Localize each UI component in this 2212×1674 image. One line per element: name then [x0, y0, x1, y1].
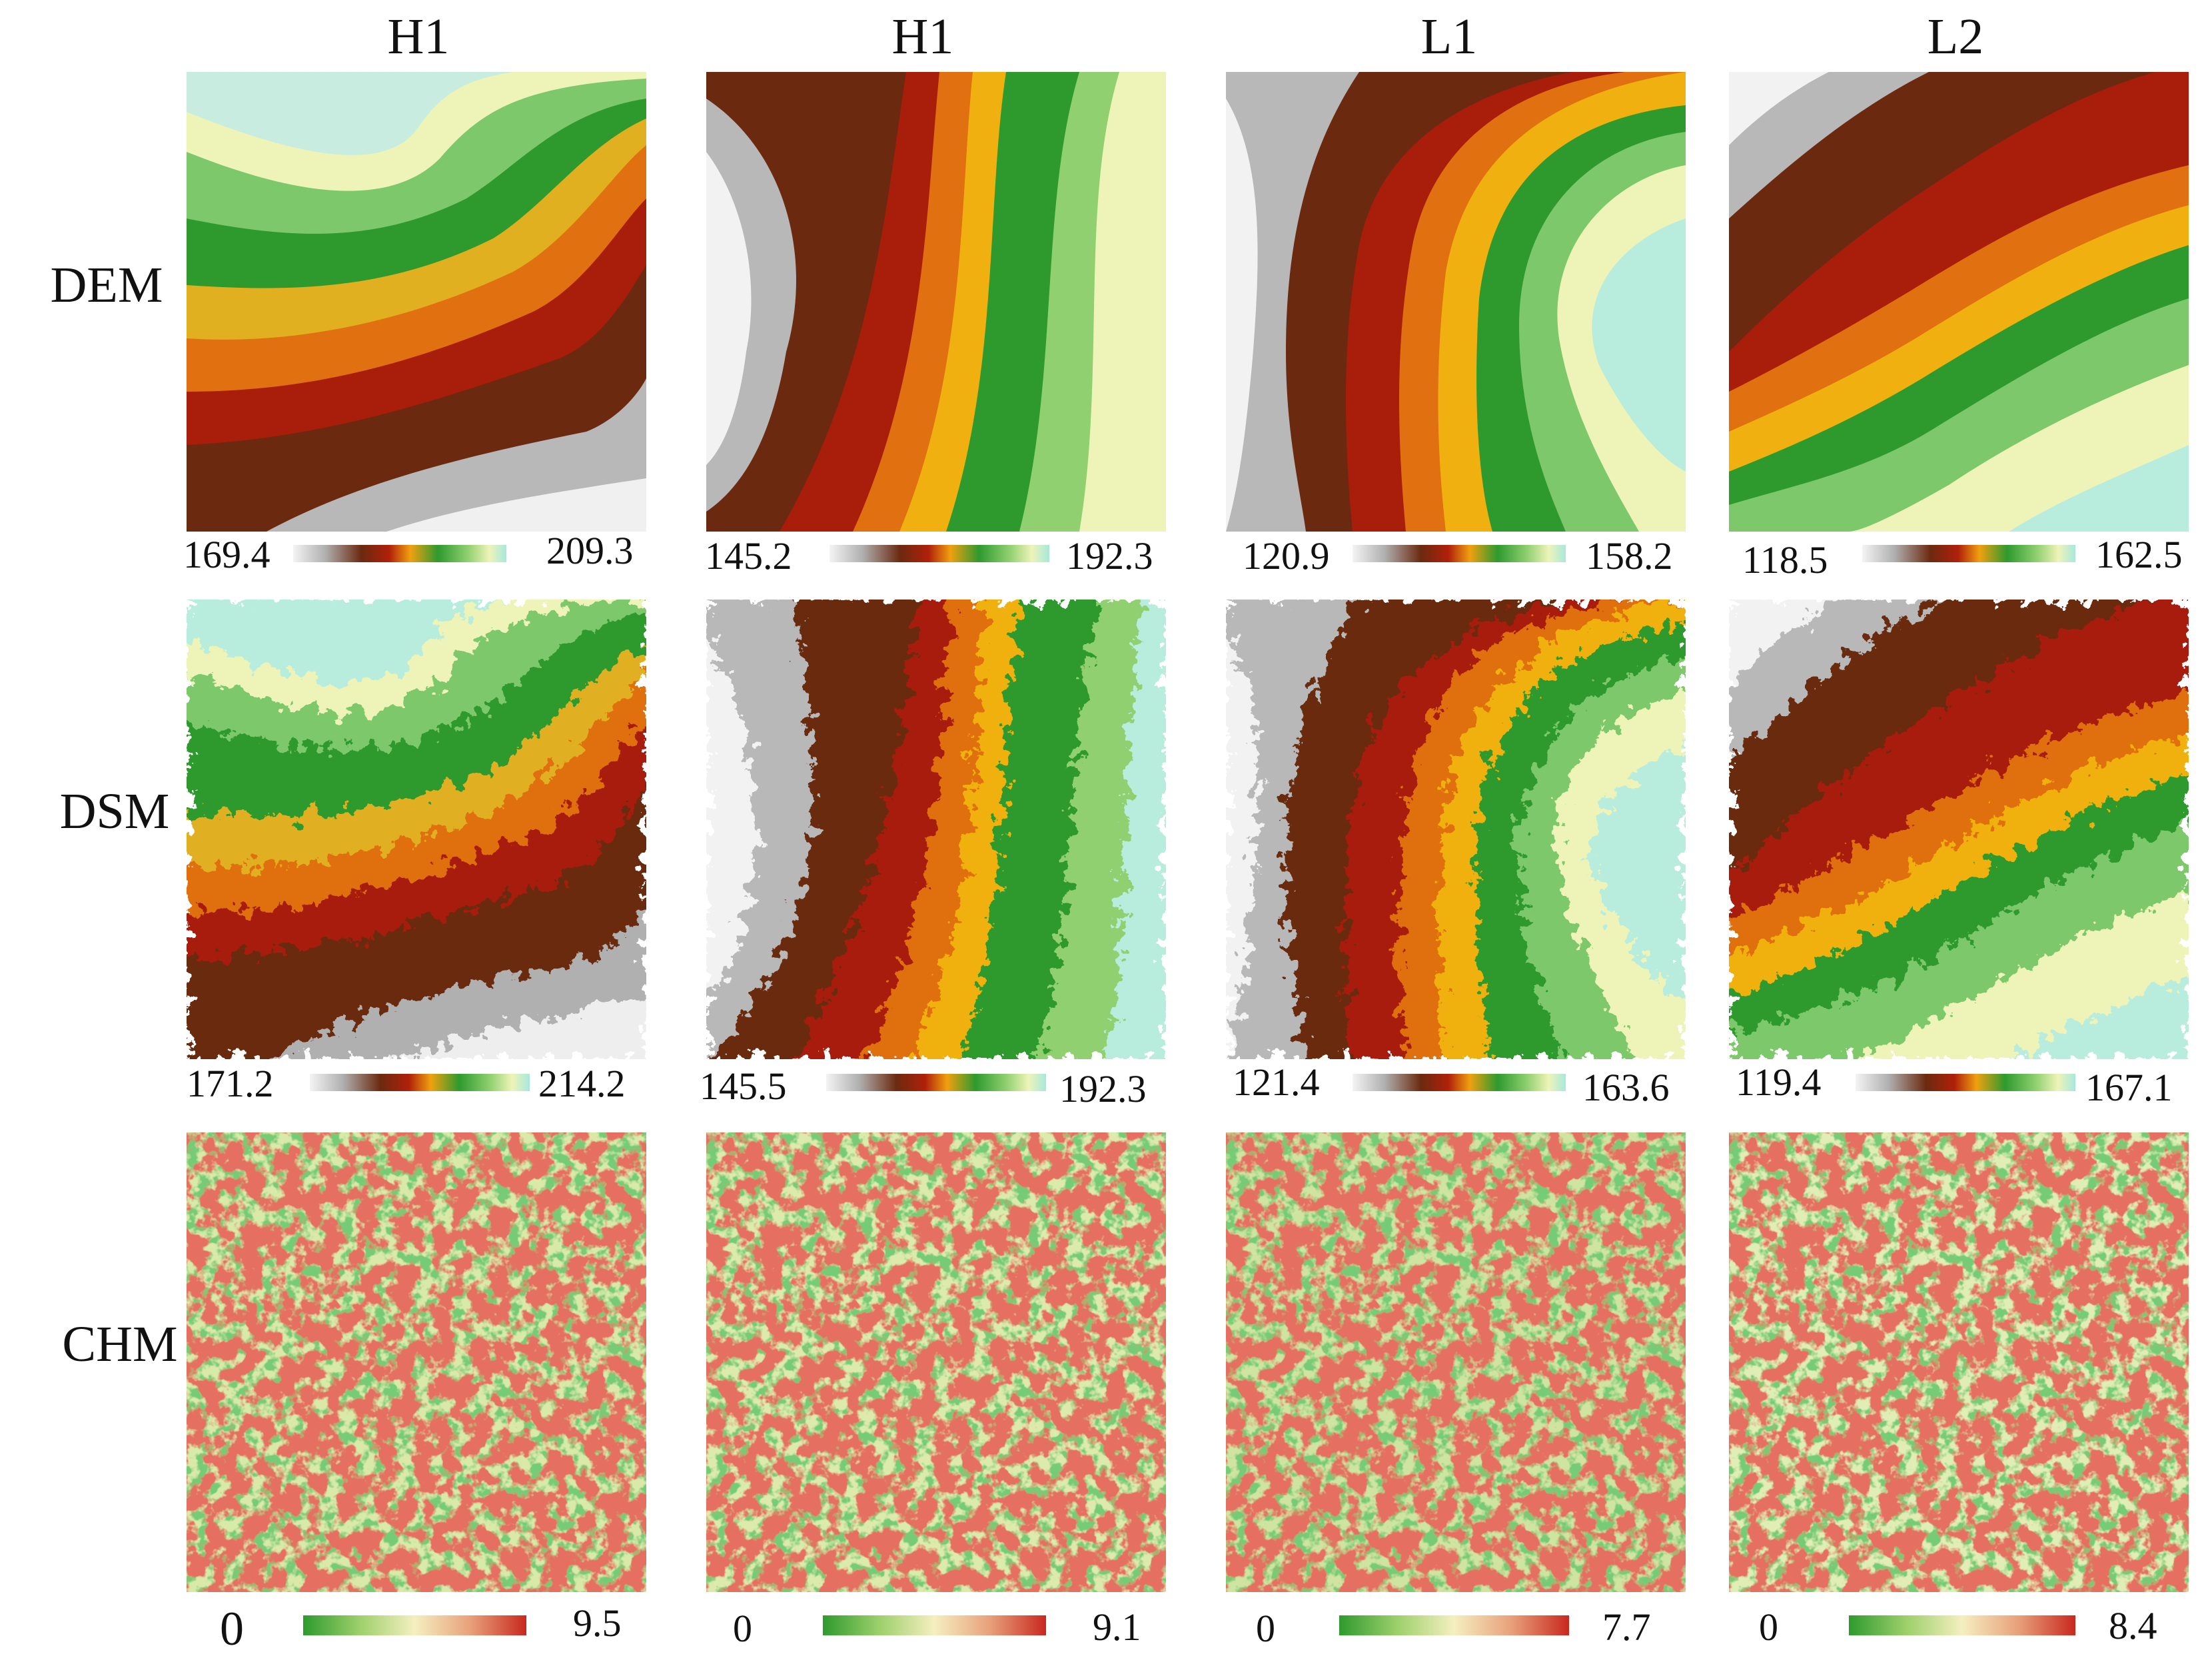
dsm-colorbar-2: [826, 1074, 1046, 1091]
chm-scale-min-3: 0: [1256, 1607, 1275, 1650]
row-label-dem: DEM: [50, 257, 163, 313]
dem-colorbar-2: [830, 545, 1049, 562]
column-header-1: H1: [387, 9, 450, 65]
dem-panel-4: [1729, 72, 2189, 532]
dem-panel-2: [706, 72, 1166, 532]
dem-scale-max-3: 158.2: [1586, 534, 1673, 578]
dem-panel-3: [1226, 72, 1686, 532]
chm-scale-max-4: 8.4: [2109, 1604, 2157, 1647]
dsm-scale-max-4: 167.1: [2085, 1066, 2173, 1109]
dem-colorbar-3: [1353, 545, 1566, 562]
dem-scale-min-4: 118.5: [1742, 538, 1828, 582]
dsm-panel-3: [1226, 600, 1686, 1059]
row-label-chm: CHM: [62, 1316, 178, 1372]
column-header-2: H1: [891, 9, 954, 65]
column-header-3: L1: [1420, 9, 1478, 65]
chm-colorbar-2: [823, 1615, 1046, 1635]
dem-scale-max-1: 209.3: [546, 529, 634, 572]
dsm-colorbar-4: [1856, 1074, 2075, 1091]
dem-scale-min-3: 120.9: [1243, 534, 1330, 578]
dem-scale-min-2: 145.2: [705, 534, 792, 578]
dsm-colorbar-1: [310, 1074, 530, 1091]
chm-scale-max-3: 7.7: [1602, 1605, 1651, 1649]
chm-panel-2: [706, 1132, 1166, 1592]
chm-colorbar-1: [303, 1615, 526, 1635]
chm-colorbar-4: [1849, 1615, 2075, 1635]
dsm-panel-2: [706, 600, 1166, 1059]
chm-panel-1: [187, 1132, 646, 1592]
dsm-panel-1: [187, 600, 646, 1059]
dsm-scale-max-1: 214.2: [538, 1062, 626, 1105]
dsm-scale-min-1: 171.2: [187, 1062, 274, 1105]
row-label-dsm: DSM: [59, 783, 170, 839]
chm-scale-min-1: 0: [220, 1602, 244, 1655]
dem-scale-min-1: 169.4: [183, 533, 271, 576]
dem-colorbar-4: [1862, 545, 2075, 562]
dsm-colorbar-3: [1353, 1074, 1566, 1091]
dsm-scale-min-3: 121.4: [1233, 1060, 1320, 1104]
dem-scale-max-2: 192.3: [1066, 534, 1153, 578]
chm-scale-min-2: 0: [733, 1607, 752, 1650]
dsm-scale-min-4: 119.4: [1736, 1060, 1822, 1104]
chm-colorbar-3: [1339, 1615, 1569, 1635]
chm-scale-max-2: 9.1: [1093, 1605, 1141, 1649]
dsm-scale-max-2: 192.3: [1059, 1067, 1147, 1110]
dem-panel-1: [187, 72, 646, 532]
chm-panel-3: [1226, 1132, 1686, 1592]
dem-colorbar-1: [293, 545, 506, 562]
chm-scale-max-1: 9.5: [573, 1601, 622, 1645]
dsm-panel-4: [1729, 600, 2189, 1059]
chm-scale-min-4: 0: [1759, 1605, 1778, 1649]
chm-panel-4: [1729, 1132, 2189, 1592]
dem-scale-max-4: 162.5: [2095, 533, 2183, 576]
column-header-4: L2: [1927, 9, 1984, 65]
dsm-scale-max-3: 163.6: [1582, 1066, 1670, 1109]
dsm-scale-min-2: 145.5: [700, 1064, 787, 1108]
